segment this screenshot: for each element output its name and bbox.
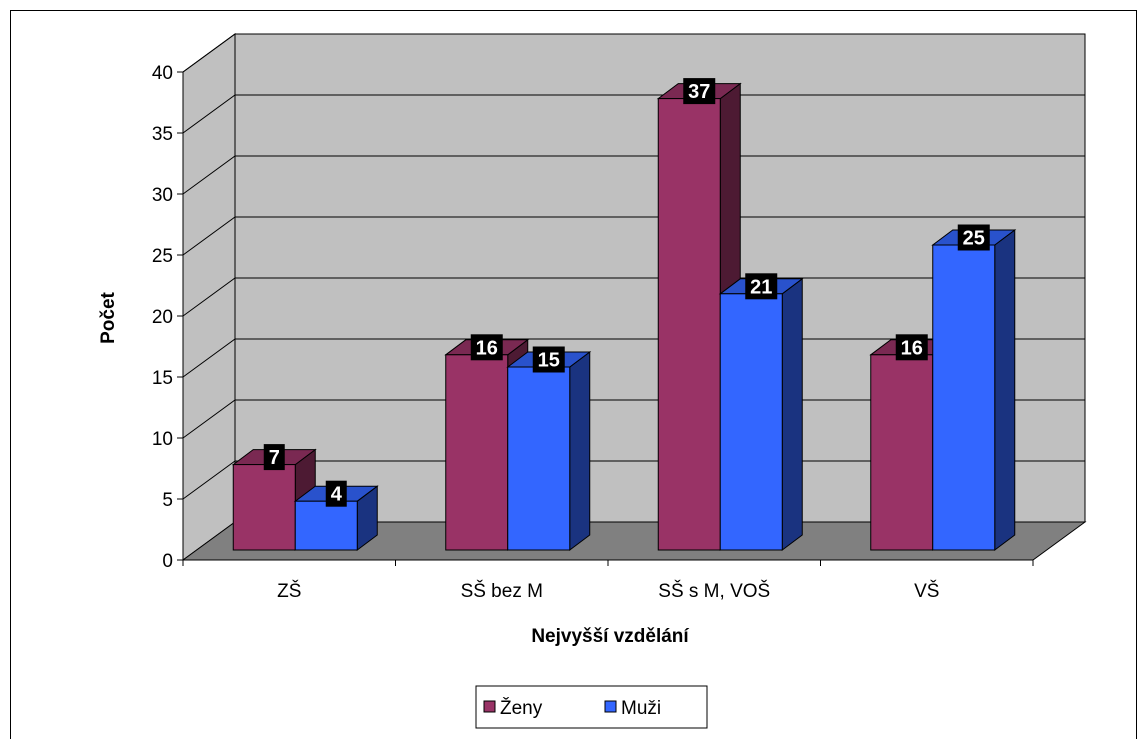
- data-label-box: [895, 334, 928, 361]
- bar: [931, 229, 1017, 551]
- data-label-box: [683, 78, 716, 105]
- data-label-box: [957, 224, 990, 251]
- x-tick-label: SŠ s M, VOŠ: [658, 580, 770, 602]
- bar-side: [781, 277, 803, 551]
- data-label-box: [532, 346, 565, 373]
- bar-front: [507, 366, 571, 551]
- x-tick-label: VŠ: [914, 580, 939, 602]
- legend-label-zeny: Ženy: [500, 697, 543, 719]
- y-tick-label: 40: [152, 63, 173, 84]
- legend-swatch-muzi: [604, 700, 617, 713]
- bar-side: [569, 351, 591, 551]
- x-tick-labels: ZŠ SŠ bez M SŠ s M, VOŠ VŠ: [277, 580, 939, 602]
- bar-front: [657, 98, 721, 551]
- y-tick-label: 0: [162, 551, 173, 572]
- bar-front: [232, 464, 296, 551]
- y-tick-label: 20: [152, 307, 173, 328]
- gridline: [182, 33, 1085, 73]
- y-tick-labels: 0 5 10 15 20 25 30 35 40: [152, 63, 173, 572]
- data-label: 37: [688, 81, 710, 103]
- data-label-box: [263, 444, 285, 471]
- data-label: 21: [750, 276, 772, 298]
- legend-label-muzi: Muži: [621, 698, 661, 719]
- gridline: [182, 155, 1085, 195]
- gridline: [182, 216, 1085, 256]
- bar: [506, 351, 592, 551]
- gridline: [182, 277, 1085, 317]
- y-tick-label: 35: [152, 124, 173, 145]
- bar: [293, 485, 379, 551]
- y-tick-label: 25: [152, 246, 173, 267]
- x-tick-label: ZŠ: [277, 580, 301, 602]
- bar-front: [294, 500, 358, 551]
- data-label-box: [325, 480, 347, 507]
- x-axis-title: Nejvyšší vzdělání: [531, 626, 689, 647]
- data-label: 4: [331, 484, 343, 506]
- bar-front: [870, 354, 934, 551]
- y-tick-label: 10: [152, 429, 173, 450]
- data-label: 15: [538, 350, 560, 372]
- data-label: 7: [269, 447, 280, 469]
- chart-axes: [177, 71, 1034, 566]
- y-tick-label: 5: [162, 490, 173, 511]
- data-label-box: [470, 334, 503, 361]
- bar-front: [719, 293, 783, 551]
- x-tick-label: SŠ bez M: [461, 580, 543, 602]
- data-label: 25: [963, 228, 985, 250]
- y-tick-label: 15: [152, 368, 173, 389]
- bar-front: [445, 354, 509, 551]
- bar: [718, 277, 804, 551]
- bar-side: [994, 229, 1016, 551]
- y-axis-title: Počet: [98, 291, 119, 343]
- bar-front: [932, 244, 996, 551]
- legend-swatch-zeny: [483, 700, 496, 713]
- data-label: 16: [901, 337, 923, 359]
- y-tick-label: 30: [152, 185, 173, 206]
- gridline: [182, 94, 1085, 134]
- legend-box: [475, 685, 708, 729]
- chart-data-labels: 7 4 16 15 37 21 16 25: [263, 78, 990, 507]
- data-label-box: [745, 273, 778, 300]
- data-label: 16: [476, 337, 498, 359]
- legend: Ženy Muži: [475, 685, 708, 729]
